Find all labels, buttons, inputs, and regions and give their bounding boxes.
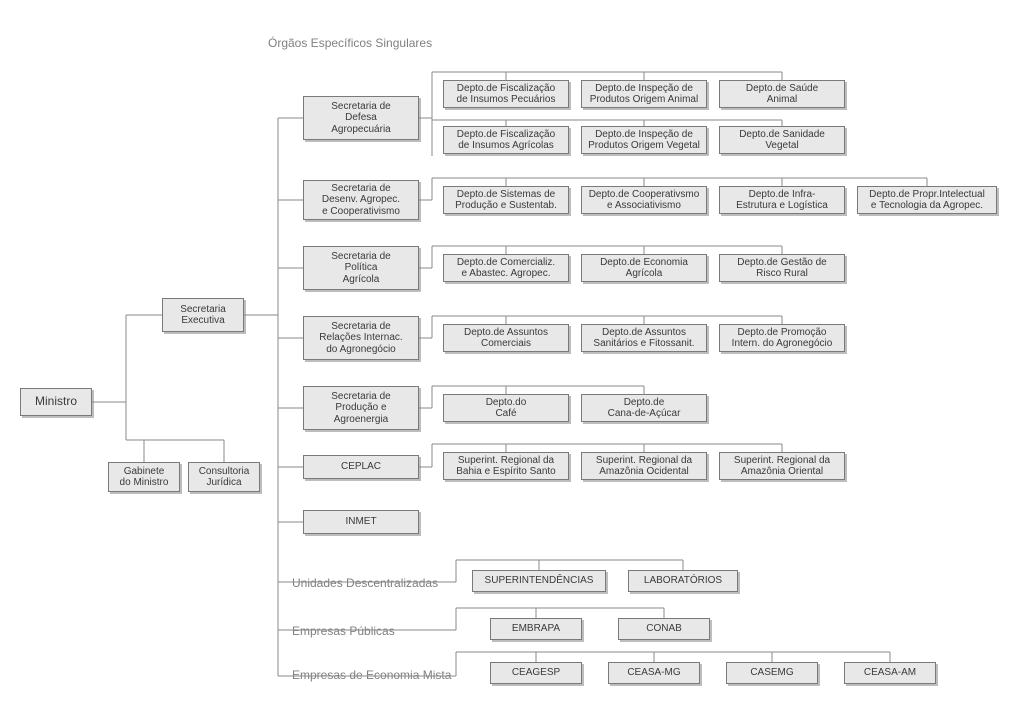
node-sec-desenv: Secretaria de Desenv. Agropec. e Coopera…: [303, 180, 419, 220]
node-fisc-agricolas: Depto.de Fiscalização de Insumos Agrícol…: [443, 126, 569, 154]
node-embrapa: EMBRAPA: [490, 618, 582, 640]
node-laboratorios: LABORATÓRIOS: [628, 570, 738, 592]
node-cana: Depto.de Cana-de-Açúcar: [581, 394, 707, 422]
node-sec-politica: Secretaria de Política Agrícola: [303, 246, 419, 290]
node-promocao: Depto.de Promoção Intern. do Agronegócio: [719, 324, 845, 352]
node-assuntos-sanitarios: Depto.de Assuntos Sanitários e Fitossani…: [581, 324, 707, 352]
node-sec-relint: Secretaria de Relações Internac. do Agro…: [303, 316, 419, 360]
node-conab: CONAB: [618, 618, 710, 640]
node-insp-animal: Depto.de Inspeção de Produtos Origem Ani…: [581, 80, 707, 108]
edges-layer: [0, 0, 1024, 722]
node-ministro: Ministro: [20, 388, 92, 416]
node-insp-vegetal: Depto.de Inspeção de Produtos Origem Veg…: [581, 126, 707, 154]
node-gabinete: Gabinete do Ministro: [108, 462, 180, 492]
section-title-unidades: Unidades Descentralizadas: [292, 576, 438, 590]
node-ceasa-mg: CEASA-MG: [608, 662, 700, 684]
node-fisc-pecuarios: Depto.de Fiscalização de Insumos Pecuári…: [443, 80, 569, 108]
node-sec-producao: Secretaria de Produção e Agroenergia: [303, 386, 419, 430]
node-inmet: INMET: [303, 510, 419, 534]
node-sup-amaz-or: Superint. Regional da Amazônia Oriental: [719, 452, 845, 480]
section-title-emp-pub: Empresas Públicas: [292, 624, 395, 638]
node-assuntos-comerciais: Depto.de Assuntos Comerciais: [443, 324, 569, 352]
node-casemg: CASEMG: [726, 662, 818, 684]
node-sec-defesa: Secretaria de Defesa Agropecuária: [303, 96, 419, 140]
node-risco-rural: Depto.de Gestão de Risco Rural: [719, 254, 845, 282]
node-propr-intelectual: Depto.de Propr.Intelectual e Tecnologia …: [857, 186, 997, 214]
node-sist-producao: Depto.de Sistemas de Produção e Sustenta…: [443, 186, 569, 214]
section-title-top: Órgãos Específicos Singulares: [268, 36, 432, 50]
node-saude-animal: Depto.de Saúde Animal: [719, 80, 845, 108]
node-ceplac: CEPLAC: [303, 455, 419, 479]
node-economia: Depto.de Economia Agrícola: [581, 254, 707, 282]
node-secretaria-executiva: Secretaria Executiva: [162, 298, 244, 332]
node-sanidade-vegetal: Depto.de Sanidade Vegetal: [719, 126, 845, 154]
node-ceasa-am: CEASA-AM: [844, 662, 936, 684]
section-title-emp-mista: Empresas de Economia Mista: [292, 668, 451, 682]
node-sup-amaz-oc: Superint. Regional da Amazônia Ocidental: [581, 452, 707, 480]
node-ceagesp: CEAGESP: [490, 662, 582, 684]
node-cafe: Depto.do Café: [443, 394, 569, 422]
node-comercializacao: Depto.de Comercializ. e Abastec. Agropec…: [443, 254, 569, 282]
node-infraestrutura: Depto.de Infra- Estrutura e Logística: [719, 186, 845, 214]
node-superintendencias: SUPERINTENDÊNCIAS: [472, 570, 606, 592]
node-sup-bahia: Superint. Regional da Bahia e Espírito S…: [443, 452, 569, 480]
node-consultoria: Consultoria Jurídica: [188, 462, 260, 492]
node-cooperativismo: Depto.de Cooperativsmo e Associativismo: [581, 186, 707, 214]
